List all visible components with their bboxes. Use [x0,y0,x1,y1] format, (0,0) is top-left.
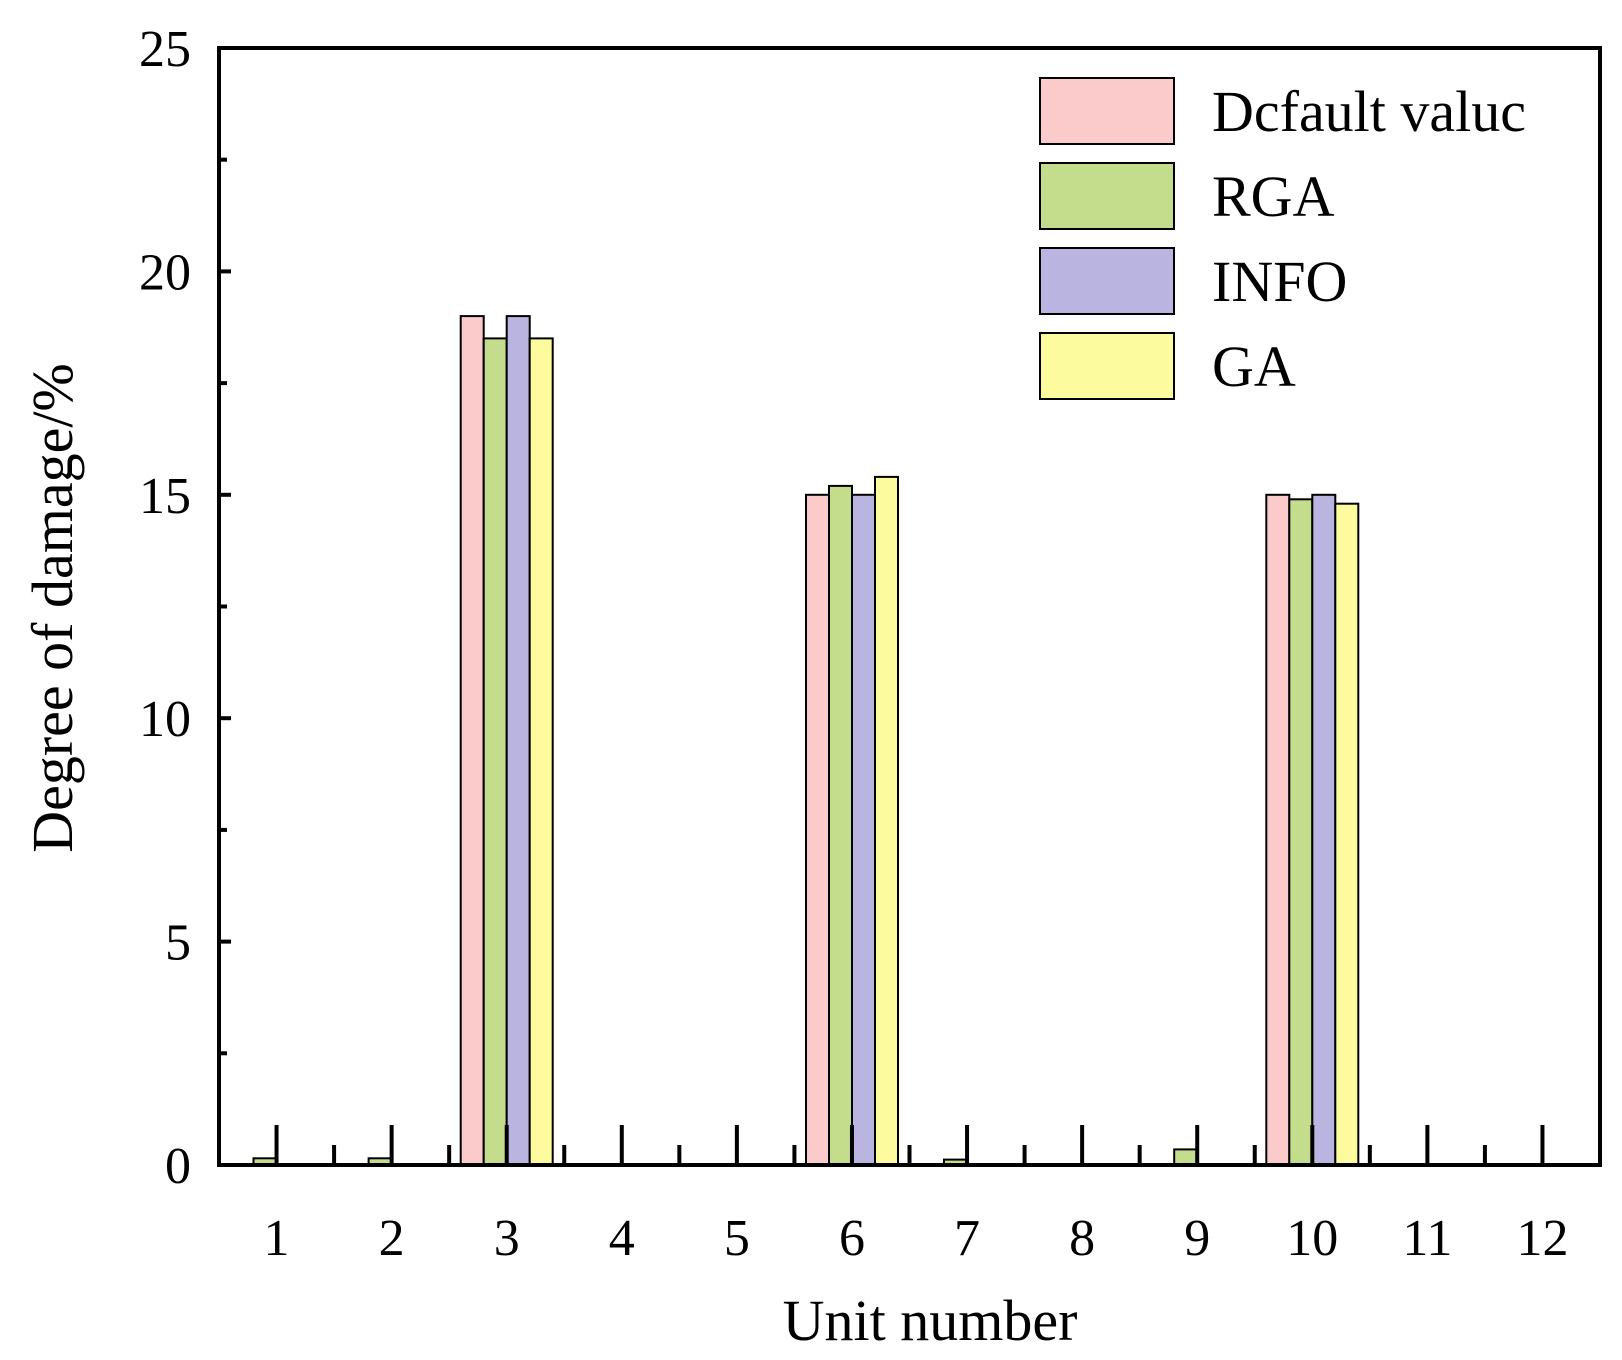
x-tick-label: 9 [1184,1210,1210,1267]
x-axis-title: Unit number [783,1288,1078,1353]
legend-label: GA [1212,334,1296,399]
bar-3-dcfault-valuc [459,315,485,1167]
bars-layer [252,315,1360,1167]
legend-label: RGA [1212,164,1335,229]
legend-swatch [1039,247,1175,315]
x-tick-label: 10 [1286,1210,1338,1267]
y-tick-label: 20 [139,244,191,301]
bar-6-dcfault-valuc [805,493,830,1166]
legend-label: INFO [1212,249,1347,314]
bar-6-ga [874,475,899,1166]
x-tick-label: 8 [1069,1210,1095,1267]
x-tick-label: 1 [264,1210,290,1267]
bar-6-info [851,493,876,1166]
bar-3-rga [482,337,508,1166]
y-tick-label: 10 [139,691,191,748]
bar-10-ga [1334,502,1360,1166]
bar-10-info [1311,493,1337,1166]
y-tick-label: 15 [139,468,191,525]
x-tick-label: 3 [494,1210,520,1267]
y-tick-label: 0 [165,1138,191,1195]
x-tick-label: 2 [379,1210,405,1267]
y-tick-label: 25 [139,21,191,78]
bar-3-ga [528,337,554,1166]
x-tick-label: 4 [609,1210,635,1267]
bar-10-rga [1288,498,1314,1166]
bar-10-dcfault-valuc [1265,493,1291,1166]
legend-swatch [1039,332,1175,400]
bar-9-rga [1173,1148,1199,1167]
bar-3-info [505,315,531,1167]
bar-6-rga [828,484,853,1166]
legend-label: Dcfault valuc [1212,79,1526,144]
x-tick-label: 7 [954,1210,980,1267]
x-tick-label: 5 [724,1210,750,1267]
legend-swatch [1039,162,1175,230]
x-tick-label: 11 [1402,1210,1452,1267]
x-tick-label: 6 [839,1210,865,1267]
x-tick-label: 12 [1516,1210,1568,1267]
legend-swatch [1039,77,1175,145]
legend: Dcfault valuc RGA INFO GA [1039,77,1526,400]
y-tick-label: 5 [165,915,191,972]
y-axis-title: Degree of damage/% [20,363,85,853]
